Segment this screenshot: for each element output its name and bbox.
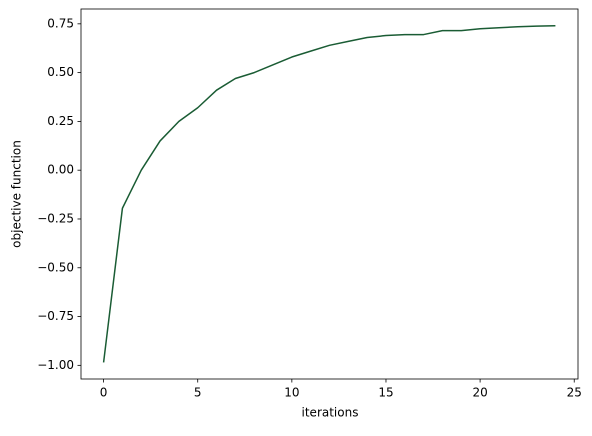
y-tick-label: 0.75 <box>47 16 74 30</box>
x-tick-label: 5 <box>194 386 202 400</box>
y-tick-label: −0.25 <box>37 211 74 225</box>
y-tick-label: −0.50 <box>37 260 74 274</box>
x-tick-label: 20 <box>472 386 487 400</box>
x-tick-label: 25 <box>567 386 582 400</box>
x-tick-label: 15 <box>378 386 393 400</box>
y-tick-label: 0.25 <box>47 114 74 128</box>
x-tick-label: 0 <box>100 386 108 400</box>
y-tick-label: 0.00 <box>47 163 74 177</box>
x-axis-label: iterations <box>302 406 359 420</box>
y-tick-label: −0.75 <box>37 309 74 323</box>
y-tick-label: 0.50 <box>47 65 74 79</box>
x-tick-label: 10 <box>284 386 299 400</box>
line <box>102 25 556 363</box>
plot-frame <box>80 8 579 380</box>
y-axis-label: objective function <box>10 140 24 248</box>
y-tick-label: −1.00 <box>37 358 74 372</box>
